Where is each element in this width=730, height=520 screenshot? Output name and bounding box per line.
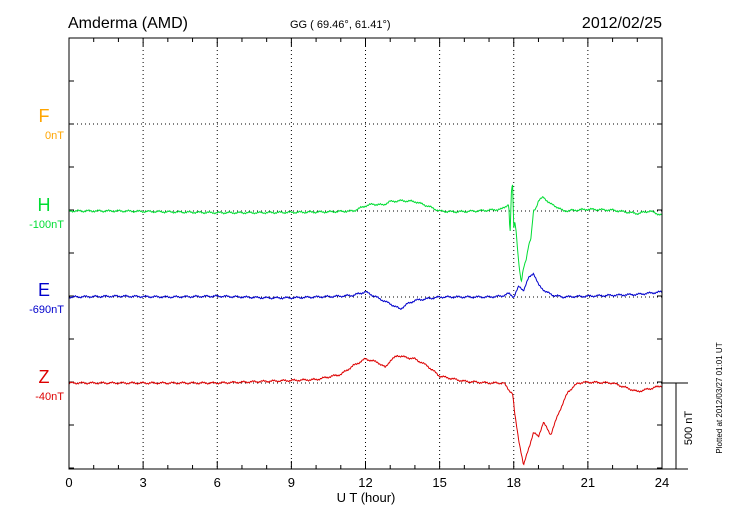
x-tick-label: 12 (358, 475, 372, 490)
series-name-z: Z (39, 367, 50, 387)
series-baseline-f: 0nT (45, 130, 64, 142)
scale-bar: 500 nT (662, 382, 695, 470)
coordinates-label: GG ( 69.46°, 61.41°) (290, 19, 391, 31)
x-tick-label: 9 (288, 475, 295, 490)
x-tick-label: 0 (65, 475, 72, 490)
series-name-h: H (38, 195, 51, 215)
date-label: 2012/02/25 (582, 15, 662, 32)
plot-grid (69, 38, 662, 469)
plotted-timestamp: Plotted at 2012/03/27 01:01 UT (715, 342, 724, 453)
series-baseline-h: -100nT (29, 219, 64, 231)
x-tick-label: 24 (655, 475, 669, 490)
trace-z (68, 354, 663, 466)
series-labels: F 0nT H -100nT E -690nT Z -40nT (29, 106, 64, 403)
plot-frame (68, 37, 663, 470)
series-name-e: E (38, 280, 50, 300)
plot-traces (68, 184, 663, 466)
trace-e (68, 272, 663, 310)
x-tick-label: 21 (581, 475, 595, 490)
x-axis-label: U T (hour) (337, 490, 396, 505)
series-baseline-z: -40nT (35, 391, 64, 403)
x-tick-label: 3 (140, 475, 147, 490)
scale-label: 500 nT (683, 411, 695, 446)
series-baseline-e: -690nT (29, 304, 64, 316)
station-title: Amderma (AMD) (68, 15, 188, 32)
x-tick-label: 18 (507, 475, 521, 490)
trace-h (68, 184, 663, 283)
x-tick-label: 15 (432, 475, 446, 490)
x-axis: 0 3 6 9 12 15 18 21 24 (65, 38, 669, 490)
series-name-f: F (39, 106, 50, 126)
x-tick-label: 6 (214, 475, 221, 490)
